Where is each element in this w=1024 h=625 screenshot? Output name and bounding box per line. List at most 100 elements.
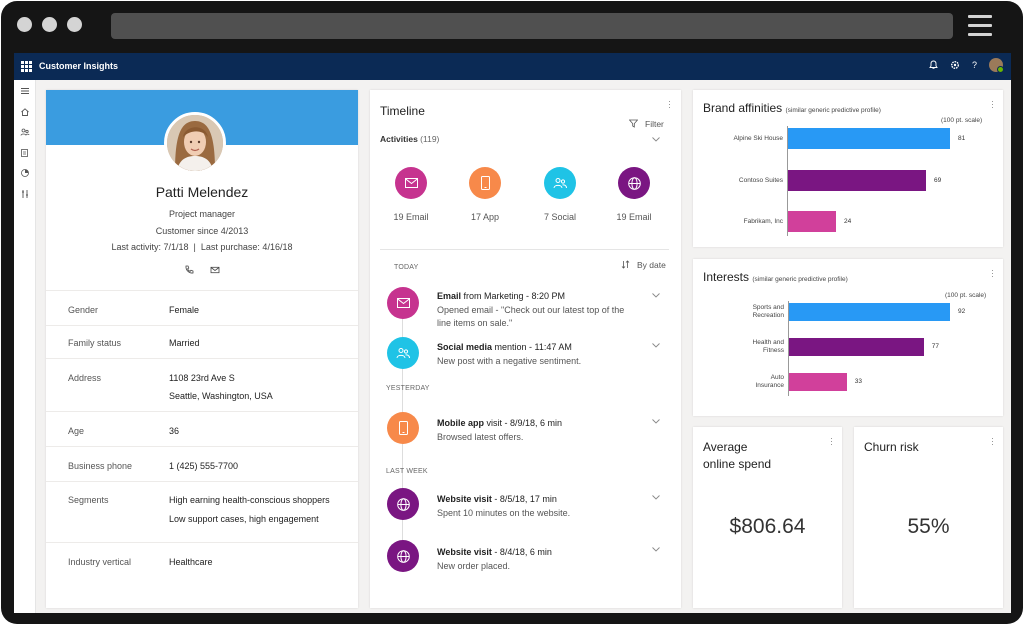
timeline-item-title[interactable]: Website visit - 8/4/18, 6 min — [437, 547, 552, 557]
timeline-item-title-rest: - 8/5/18, 17 min — [491, 494, 557, 504]
average-spend-card: Average online spend · · · $806.64 — [693, 427, 842, 608]
brand-affinities-scale: (100 pt. scale) — [941, 117, 983, 124]
globe-icon — [627, 176, 641, 190]
field-value-gender: Female — [169, 305, 200, 315]
field-label-age: Age — [68, 426, 85, 436]
home-icon[interactable] — [20, 107, 30, 117]
bar-value-label: 92 — [958, 308, 966, 315]
app-summary-button[interactable] — [469, 167, 501, 199]
web-summary-label: 19 Email — [616, 212, 652, 222]
email-contact-icon[interactable] — [210, 265, 220, 275]
brand-affinities-axis — [787, 126, 788, 236]
filter-button[interactable]: Filter — [645, 119, 664, 129]
customers-icon[interactable] — [20, 127, 30, 137]
minimize-window-dot[interactable] — [42, 17, 57, 32]
email-summary-label: 19 Email — [393, 212, 429, 222]
field-value-address-line1: 1108 23rd Ave S — [169, 373, 235, 383]
user-avatar[interactable] — [989, 58, 1004, 73]
timeline-item-title[interactable]: Social media mention - 11:47 AM — [437, 342, 572, 352]
bar-category-label: Sports and Recreation — [752, 304, 784, 319]
close-window-dot[interactable] — [17, 17, 32, 32]
field-value-family-status: Married — [169, 338, 200, 348]
bar[interactable] — [788, 211, 836, 232]
divider — [46, 411, 358, 412]
average-spend-value: $806.64 — [729, 515, 806, 538]
chevron-down-icon[interactable] — [652, 343, 660, 348]
phone-icon — [480, 176, 490, 190]
bar[interactable] — [788, 128, 950, 149]
field-value-segment-1: High earning health-conscious shoppers — [169, 495, 330, 505]
field-label-industry-vertical: Industry vertical — [68, 557, 132, 567]
bar[interactable] — [789, 373, 847, 391]
field-value-segment-2: Low support cases, high engagement — [169, 514, 319, 524]
maximize-window-dot[interactable] — [67, 17, 82, 32]
field-label-gender: Gender — [68, 305, 99, 315]
profile-job-title: Project manager — [168, 209, 236, 219]
globe-icon — [396, 549, 410, 563]
filter-icon[interactable] — [629, 119, 638, 128]
phone-icon — [398, 421, 408, 435]
timeline-item-title[interactable]: Email from Marketing - 8:20 PM — [437, 291, 565, 301]
interests-more-icon[interactable]: · · · — [991, 265, 994, 281]
timeline-item-desc: New order placed. — [437, 561, 511, 571]
bar[interactable] — [788, 170, 926, 191]
timeline-item-title[interactable]: Website visit - 8/5/18, 17 min — [437, 494, 557, 504]
bar-value-label: 33 — [854, 378, 862, 385]
mail-icon — [396, 298, 410, 308]
chevron-down-icon[interactable] — [652, 495, 660, 500]
bar-value-label: 69 — [934, 176, 942, 184]
profile-activity-line: Last activity: 7/1/18 | Last purchase: 4… — [111, 242, 293, 252]
group-today: TODAY — [394, 264, 419, 271]
social-summary-button[interactable] — [544, 167, 576, 199]
timeline-item-desc: Opened email - "Check out our latest top… — [437, 305, 625, 328]
field-label-segments: Segments — [68, 495, 109, 505]
bar-value-label: 81 — [958, 134, 966, 142]
group-last-week: LAST WEEK — [386, 468, 428, 475]
email-summary-button[interactable] — [395, 167, 427, 199]
chevron-down-icon[interactable] — [652, 293, 660, 298]
chevron-down-icon[interactable] — [652, 547, 660, 552]
timeline-more-icon[interactable]: · · · — [668, 96, 671, 112]
average-spend-title: Average online spend — [703, 439, 771, 473]
average-spend-title-1: Average — [703, 440, 748, 454]
help-icon[interactable]: ? — [971, 60, 977, 70]
field-label-business-phone: Business phone — [68, 461, 133, 471]
activities-label: Activities — [380, 134, 418, 144]
insights-icon[interactable] — [20, 168, 30, 178]
chevron-down-icon[interactable] — [652, 137, 660, 142]
web-summary-button[interactable] — [618, 167, 650, 199]
timeline-item-title-bold: Social media — [437, 342, 493, 352]
interests-title-text: Interests — [703, 270, 750, 284]
timeline-item-desc: Spent 10 minutes on the website. — [437, 508, 571, 518]
timeline-item-icon — [387, 540, 419, 572]
sort-icon[interactable] — [621, 260, 630, 269]
churn-risk-title: Churn risk — [864, 440, 919, 454]
bar[interactable] — [789, 338, 924, 356]
field-value-business-phone[interactable]: 1 (425) 555-7700 — [169, 461, 239, 471]
brand-affinities-title-text: Brand affinities — [703, 101, 783, 115]
segments-icon[interactable] — [20, 148, 30, 158]
hamburger-menu-icon[interactable] — [968, 15, 992, 42]
brand-affinities-more-icon[interactable]: · · · — [991, 96, 994, 112]
timeline-item-icon — [387, 287, 419, 319]
bell-icon[interactable] — [929, 60, 938, 70]
left-nav — [14, 80, 36, 613]
timeline-title: Timeline — [380, 104, 425, 118]
nav-menu-icon[interactable] — [20, 86, 30, 96]
top-bar: Customer Insights ? — [14, 53, 1011, 80]
gear-icon[interactable] — [950, 60, 960, 70]
bar[interactable] — [789, 303, 950, 321]
churn-risk-more-icon[interactable]: · · · — [991, 433, 994, 449]
social-summary-label: 7 Social — [543, 212, 577, 222]
address-bar[interactable] — [111, 13, 953, 39]
average-spend-more-icon[interactable]: · · · — [830, 433, 833, 449]
app-launcher-icon[interactable] — [21, 61, 32, 72]
phone-call-icon[interactable] — [184, 265, 194, 275]
timeline-item-title[interactable]: Mobile app visit - 8/9/18, 6 min — [437, 418, 562, 428]
people-icon — [553, 178, 567, 189]
timeline-item-desc: Browsed latest offers. — [437, 432, 524, 442]
tools-icon[interactable] — [20, 189, 30, 199]
chevron-down-icon[interactable] — [652, 419, 660, 424]
brand-affinities-card: Brand affinities (similar generic predic… — [693, 90, 1003, 247]
sort-by-date-button[interactable]: By date — [637, 260, 666, 270]
